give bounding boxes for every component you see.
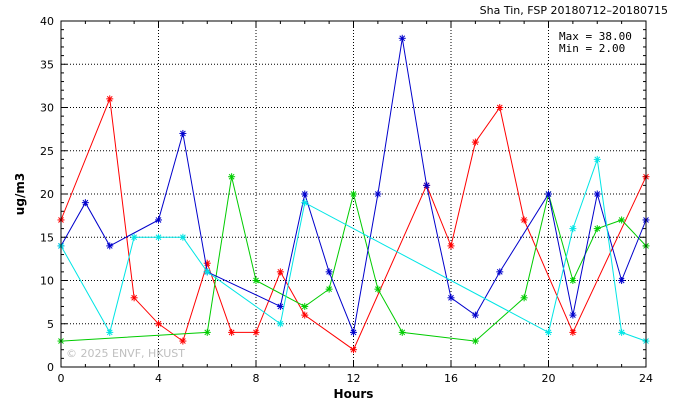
data-point-3 bbox=[545, 190, 552, 198]
data-point-2 bbox=[228, 173, 236, 181]
data-point-1 bbox=[447, 242, 455, 250]
data-point-2 bbox=[350, 190, 357, 198]
data-point-2 bbox=[301, 302, 309, 310]
y-tick-label: 0 bbox=[47, 361, 54, 374]
data-point-4 bbox=[130, 233, 138, 241]
data-point-2 bbox=[593, 225, 601, 233]
x-tick-label: 12 bbox=[347, 372, 361, 385]
data-point-3 bbox=[106, 242, 114, 250]
data-point-3 bbox=[618, 277, 626, 284]
data-point-1 bbox=[520, 216, 528, 224]
data-point-2 bbox=[252, 277, 260, 284]
plot-frame bbox=[60, 20, 647, 368]
x-tick-label: 0 bbox=[58, 372, 65, 385]
data-point-1 bbox=[130, 294, 138, 302]
y-tick-label: 40 bbox=[40, 15, 54, 28]
y-tick-label: 35 bbox=[40, 58, 54, 71]
data-point-1 bbox=[203, 259, 211, 267]
y-tick-label: 5 bbox=[47, 318, 54, 331]
y-tick-label: 30 bbox=[40, 102, 54, 115]
ticks: 0 4 8 12 16 20 24 0 5 10 15 20 25 30 35 40 bbox=[40, 15, 653, 385]
data-point-3 bbox=[423, 181, 431, 189]
data-point-3 bbox=[398, 34, 406, 42]
data-point-4 bbox=[155, 233, 162, 241]
data-point-4 bbox=[203, 268, 211, 276]
data-point-2 bbox=[374, 285, 382, 293]
y-tick-label: 20 bbox=[40, 188, 54, 201]
data-point-4 bbox=[593, 155, 601, 163]
data-point-1 bbox=[569, 328, 577, 336]
data-point-3 bbox=[593, 190, 601, 198]
data-point-1 bbox=[106, 95, 114, 103]
y-tick-label: 15 bbox=[40, 231, 54, 244]
data-point-4 bbox=[106, 328, 114, 336]
data-point-3 bbox=[155, 216, 162, 224]
y-axis-label: ug/m3 bbox=[13, 173, 27, 215]
watermark: © 2025 ENVF, HKUST bbox=[66, 347, 185, 360]
series-line-1 bbox=[60, 98, 647, 351]
data-point-4 bbox=[618, 328, 626, 336]
stats-min: Min = 2.00 bbox=[559, 42, 625, 55]
x-tick-label: 24 bbox=[639, 372, 653, 385]
data-point-3 bbox=[471, 311, 479, 319]
data-point-3 bbox=[350, 328, 357, 336]
data-point-3 bbox=[179, 129, 187, 137]
data-point-2 bbox=[398, 328, 406, 336]
data-point-2 bbox=[203, 328, 211, 336]
data-point-3 bbox=[496, 268, 504, 276]
x-tick-label: 8 bbox=[253, 372, 260, 385]
x-tick-label: 16 bbox=[444, 372, 458, 385]
data-point-2 bbox=[471, 337, 479, 345]
data-point-1 bbox=[350, 346, 357, 354]
data-point-2 bbox=[325, 285, 333, 293]
y-tick-label: 10 bbox=[40, 275, 54, 288]
data-point-3 bbox=[81, 199, 89, 207]
grid bbox=[61, 21, 646, 367]
data-point-1 bbox=[228, 328, 236, 336]
chart-title: Sha Tin, FSP 20180712–20180715 bbox=[479, 4, 668, 17]
data-point-4 bbox=[179, 233, 187, 241]
x-tick-label: 4 bbox=[155, 372, 162, 385]
x-tick-label: 20 bbox=[542, 372, 556, 385]
stats-max: Max = 38.00 bbox=[559, 30, 632, 43]
data-point-3 bbox=[569, 311, 577, 319]
x-axis-label: Hours bbox=[334, 387, 374, 401]
data-point-3 bbox=[374, 190, 382, 198]
series-layer bbox=[57, 34, 650, 354]
data-point-1 bbox=[471, 138, 479, 146]
data-point-2 bbox=[569, 277, 577, 284]
data-point-1 bbox=[179, 337, 187, 345]
data-point-4 bbox=[545, 328, 552, 336]
data-point-4 bbox=[276, 320, 284, 328]
data-point-1 bbox=[496, 104, 504, 111]
data-point-4 bbox=[569, 225, 577, 233]
data-point-3 bbox=[325, 268, 333, 276]
data-point-3 bbox=[301, 190, 309, 198]
data-point-1 bbox=[155, 320, 162, 328]
data-point-1 bbox=[301, 311, 309, 319]
data-point-2 bbox=[520, 294, 528, 302]
data-point-3 bbox=[447, 294, 455, 302]
data-point-4 bbox=[301, 199, 309, 207]
data-point-2 bbox=[618, 216, 626, 224]
data-point-3 bbox=[276, 302, 284, 310]
data-point-1 bbox=[276, 268, 284, 276]
y-tick-label: 25 bbox=[40, 145, 54, 158]
data-point-1 bbox=[252, 328, 260, 336]
